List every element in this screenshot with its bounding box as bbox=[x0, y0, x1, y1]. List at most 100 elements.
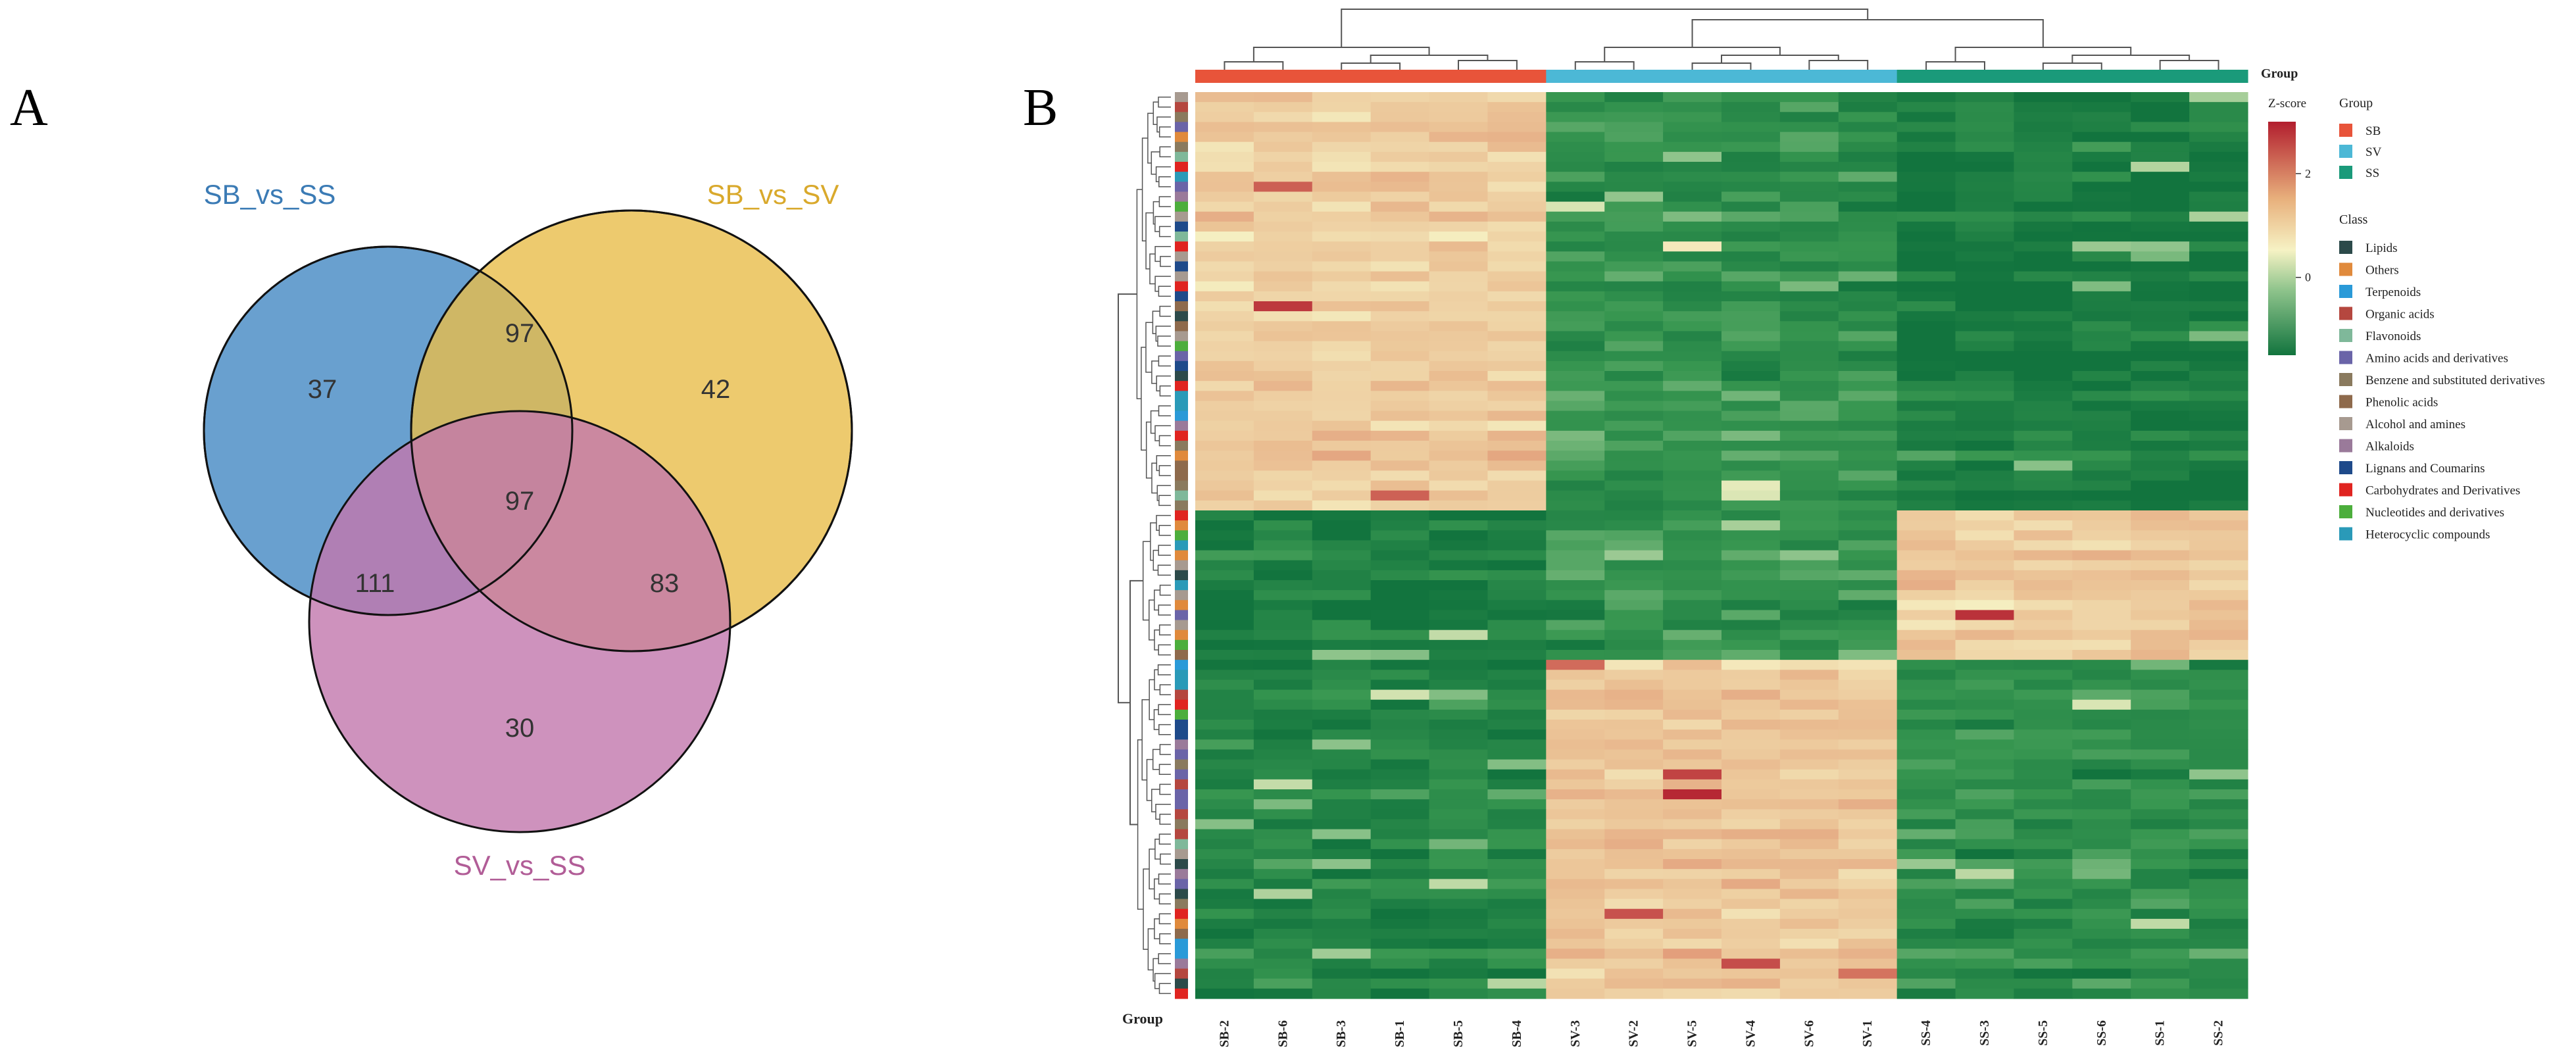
heatmap-cell bbox=[2014, 650, 2073, 660]
heatmap-cell bbox=[1312, 470, 1372, 481]
heatmap-cell bbox=[1955, 221, 2015, 232]
heatmap-cell bbox=[2189, 331, 2248, 342]
heatmap-cell bbox=[1429, 211, 1489, 222]
heatmap-cell bbox=[1779, 201, 1839, 212]
heatmap-cell bbox=[2072, 590, 2131, 601]
heatmap-cell bbox=[1779, 978, 1839, 989]
heatmap-cell bbox=[2131, 470, 2190, 481]
heatmap-cell bbox=[1195, 520, 1254, 531]
heatmap-cell bbox=[1370, 560, 1430, 571]
heatmap-cell bbox=[1955, 132, 2015, 143]
heatmap-cell bbox=[1663, 749, 1722, 760]
heatmap-cell bbox=[2014, 241, 2073, 252]
heatmap-cell bbox=[2072, 739, 2131, 751]
heatmap-cell bbox=[2014, 520, 2073, 531]
legend-class-label: Nucleotides and derivatives bbox=[2365, 506, 2504, 520]
heatmap-cell bbox=[1663, 939, 1722, 949]
heatmap-cell bbox=[1195, 958, 1254, 970]
heatmap-cell bbox=[1838, 600, 1898, 611]
heatmap-cell bbox=[1721, 460, 1781, 472]
heatmap-cell bbox=[1195, 849, 1254, 860]
heatmap-cell bbox=[1487, 470, 1547, 481]
heatmap-cell bbox=[1487, 500, 1547, 511]
heatmap-cell bbox=[1487, 610, 1547, 621]
heatmap-cell bbox=[1896, 341, 1956, 352]
heatmap-cell bbox=[2072, 759, 2131, 770]
row-dendrogram-link bbox=[1154, 216, 1171, 232]
heatmap-cell bbox=[1312, 769, 1372, 780]
legend-group-swatch bbox=[2339, 166, 2352, 179]
heatmap-cell bbox=[1604, 301, 1664, 312]
heatmap-cell bbox=[1955, 122, 2015, 133]
heatmap-cell bbox=[2072, 889, 2131, 900]
heatmap-cell bbox=[1195, 92, 1254, 103]
row-class-cell bbox=[1175, 271, 1188, 282]
heatmap-cell bbox=[1604, 510, 1664, 521]
heatmap-cell bbox=[1487, 351, 1547, 362]
heatmap-cell bbox=[2014, 500, 2073, 511]
heatmap-cell bbox=[1487, 580, 1547, 591]
heatmap-cell bbox=[1779, 281, 1839, 292]
heatmap-cell bbox=[2014, 620, 2073, 631]
heatmap-cell bbox=[1721, 410, 1781, 422]
heatmap-cell bbox=[1955, 500, 2015, 511]
heatmap-cell bbox=[1779, 520, 1839, 531]
heatmap-cell bbox=[1721, 162, 1781, 172]
heatmap-cell bbox=[1370, 251, 1430, 262]
row-dendrogram-link bbox=[1150, 410, 1159, 434]
row-dendrogram-link bbox=[1158, 126, 1171, 137]
heatmap-cell bbox=[1370, 141, 1430, 153]
heatmap-cell bbox=[2131, 281, 2190, 292]
heatmap-cell bbox=[1663, 560, 1722, 571]
heatmap-cell bbox=[1546, 301, 1605, 312]
heatmap-cell bbox=[1663, 201, 1722, 212]
heatmap-cell bbox=[1779, 829, 1839, 840]
heatmap-cell bbox=[1604, 451, 1664, 461]
heatmap-cell bbox=[1838, 759, 1898, 770]
heatmap-cell bbox=[1779, 441, 1839, 451]
heatmap-cell bbox=[1253, 939, 1313, 949]
heatmap-cell bbox=[2014, 720, 2073, 730]
heatmap-cells bbox=[1195, 92, 2248, 999]
heatmap-cell bbox=[2131, 221, 2190, 232]
heatmap-cell bbox=[1546, 749, 1605, 760]
heatmap-cell bbox=[2189, 341, 2248, 352]
legend-class-label: Alcohol and amines bbox=[2365, 418, 2465, 432]
heatmap-cell bbox=[1546, 540, 1605, 551]
heatmap-cell bbox=[1896, 500, 1956, 511]
heatmap-cell bbox=[1955, 451, 2015, 461]
venn-count-sb-sv-sv-ss: 83 bbox=[650, 569, 680, 598]
heatmap-cell bbox=[2014, 331, 2073, 342]
heatmap-cell bbox=[1663, 958, 1722, 970]
heatmap-cell bbox=[1487, 141, 1547, 153]
panel-letter-a: A bbox=[10, 79, 48, 137]
heatmap-cell bbox=[1195, 251, 1254, 262]
heatmap-cell bbox=[2072, 679, 2131, 691]
heatmap-cell bbox=[1195, 420, 1254, 432]
heatmap-cell bbox=[2014, 879, 2073, 890]
heatmap-cell bbox=[2072, 689, 2131, 701]
heatmap-cell bbox=[1721, 451, 1781, 461]
heatmap-cell bbox=[2131, 949, 2190, 960]
heatmap-cell bbox=[2189, 729, 2248, 740]
heatmap-cell bbox=[1779, 859, 1839, 870]
heatmap-cell bbox=[1429, 729, 1489, 740]
heatmap-cell bbox=[1195, 620, 1254, 631]
heatmap-cell bbox=[1896, 590, 1956, 601]
heatmap-cell bbox=[1838, 301, 1898, 312]
heatmap-cell bbox=[1955, 799, 2015, 810]
heatmap-cell bbox=[1604, 670, 1664, 681]
heatmap-cell bbox=[1546, 629, 1605, 641]
heatmap-cell bbox=[1721, 769, 1781, 780]
heatmap-cell bbox=[1955, 311, 2015, 322]
heatmap-cell bbox=[1312, 899, 1372, 910]
row-class-cell bbox=[1175, 430, 1188, 441]
heatmap-cell bbox=[1721, 132, 1781, 143]
heatmap-cell bbox=[2131, 360, 2190, 372]
heatmap-cell bbox=[1370, 351, 1430, 362]
heatmap-cell bbox=[2131, 679, 2190, 691]
heatmap-cell bbox=[1312, 102, 1372, 112]
heatmap-cell bbox=[1253, 590, 1313, 601]
heatmap-cell bbox=[2189, 679, 2248, 691]
heatmap-cell bbox=[2131, 500, 2190, 511]
